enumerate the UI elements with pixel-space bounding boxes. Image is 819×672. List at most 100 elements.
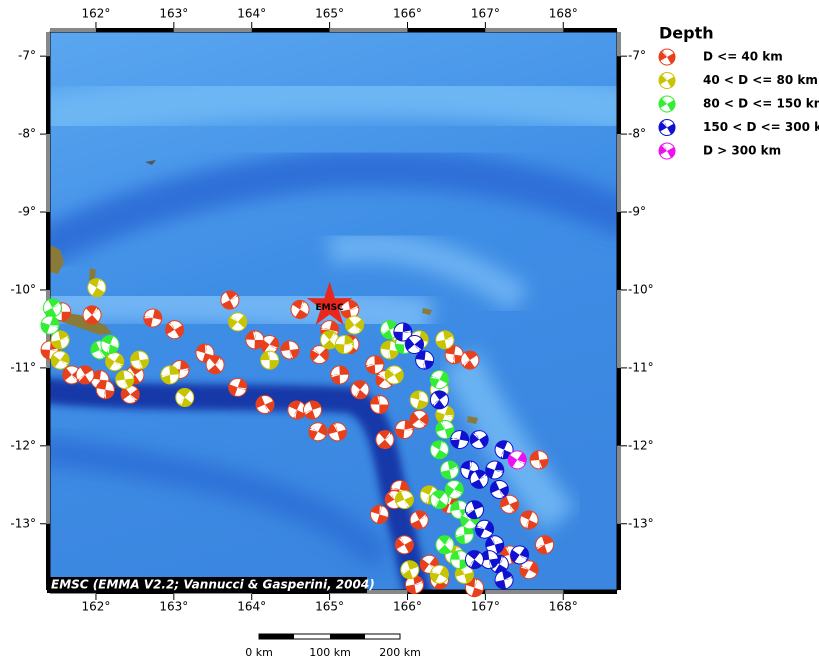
event (464, 500, 484, 520)
event (105, 352, 125, 372)
x-tick-label: 163° (159, 600, 188, 614)
event (302, 400, 322, 420)
frame-band (46, 367, 50, 446)
frame-band (617, 367, 621, 446)
legend-label: 40 < D <= 80 km (703, 73, 818, 87)
frame-band (617, 56, 621, 135)
scale-label: 200 km (379, 646, 421, 659)
event (415, 350, 435, 370)
frame-band (329, 28, 408, 32)
event (320, 330, 340, 350)
event (535, 535, 555, 555)
event (393, 322, 413, 342)
event (308, 422, 328, 442)
frame-band (617, 134, 621, 213)
event (507, 450, 527, 470)
event (464, 578, 484, 598)
frame-band (46, 56, 50, 135)
event (435, 419, 455, 439)
event (464, 550, 484, 570)
legend-icon (658, 48, 676, 66)
event (165, 320, 185, 340)
event (469, 430, 489, 450)
event (489, 479, 509, 499)
legend-label: D > 300 km (703, 144, 781, 158)
event (327, 422, 347, 442)
event (369, 395, 389, 415)
event (435, 330, 455, 350)
frame-band (407, 28, 486, 32)
y-tick-label: -13° (628, 516, 654, 530)
credit: EMSC (EMMA V2.2; Vannucci & Gasperini, 2… (51, 578, 375, 592)
scale-label: 100 km (309, 646, 351, 659)
event (228, 377, 248, 397)
legend-icon (658, 119, 676, 136)
relief (50, 32, 617, 590)
event (334, 335, 354, 355)
frame-band (485, 590, 564, 594)
event (255, 395, 275, 415)
frame-band (251, 28, 330, 32)
x-tick-label: 167° (471, 600, 500, 614)
event (228, 312, 248, 332)
event (409, 510, 429, 530)
event (519, 560, 539, 580)
event (380, 340, 400, 360)
frame-band (46, 523, 50, 590)
event (485, 535, 505, 555)
event (75, 365, 95, 385)
frame-band (407, 590, 486, 594)
event (435, 535, 455, 555)
event (369, 504, 389, 524)
event (384, 365, 404, 385)
y-tick-label: -10° (628, 282, 654, 296)
legend-label: 80 < D <= 150 km (703, 97, 819, 111)
event (330, 365, 350, 385)
frame-band (173, 28, 252, 32)
event (220, 290, 240, 310)
event (205, 355, 225, 375)
x-tick-label: 164° (237, 600, 266, 614)
y-tick-label: -7° (628, 49, 646, 63)
event (375, 430, 395, 450)
y-tick-label: -9° (18, 205, 36, 219)
event (394, 490, 414, 510)
y-tick-label: -13° (10, 516, 36, 530)
event (287, 400, 307, 420)
event (260, 350, 280, 370)
legend-icon (658, 95, 676, 113)
frame-band (329, 590, 408, 594)
frame-band (617, 212, 621, 290)
event (345, 315, 365, 335)
event (510, 545, 530, 565)
event (260, 335, 280, 355)
event (409, 409, 429, 429)
event (50, 350, 70, 370)
event (485, 460, 505, 480)
y-tick-label: -8° (18, 127, 36, 141)
legend: Depth D <= 40 km 40 < D <= 80 km 80 < D <=… (658, 24, 819, 160)
y-tick-label: -8° (628, 127, 646, 141)
event (394, 535, 414, 555)
x-tick-label: 165° (315, 600, 344, 614)
x-tick-label: 165° (315, 7, 344, 21)
event (454, 525, 474, 545)
event (87, 278, 107, 298)
event (519, 510, 539, 530)
event (429, 564, 449, 584)
event (444, 345, 464, 365)
epicenter-label: EMSC (316, 303, 345, 313)
event (365, 355, 385, 375)
frame-band (563, 28, 617, 32)
y-tick-label: -10° (10, 282, 36, 296)
event (400, 560, 420, 580)
frame-band (95, 28, 174, 32)
x-tick-label: 168° (549, 600, 578, 614)
x-tick-label: 164° (237, 7, 266, 21)
event (444, 479, 464, 499)
frame-band (617, 445, 621, 524)
event (115, 370, 135, 390)
event (440, 460, 460, 480)
frame-band (485, 28, 564, 32)
